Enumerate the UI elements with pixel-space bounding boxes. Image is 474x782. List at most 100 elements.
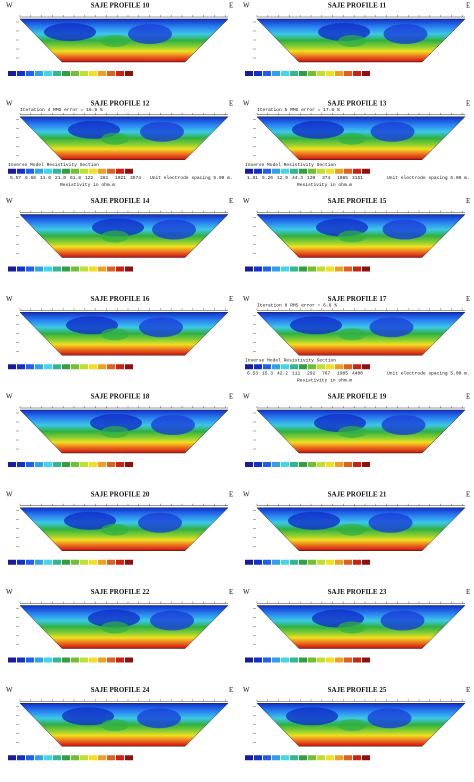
east-label: E [229, 588, 233, 596]
scale-swatch [98, 364, 106, 370]
section-outline [256, 703, 466, 747]
scale-swatch [35, 657, 43, 663]
scale-swatch [62, 266, 70, 272]
low-zone [368, 512, 413, 533]
scale-label: 292 [307, 370, 316, 376]
scale-swatch [317, 462, 325, 467]
section-outline [256, 312, 466, 356]
scale-swatch [308, 266, 316, 272]
scale-swatch [353, 657, 361, 663]
west-label: W [6, 99, 13, 107]
scale-swatch [272, 266, 280, 272]
scale-swatch [17, 266, 25, 272]
scale-swatch [8, 657, 16, 663]
west-label: W [6, 197, 13, 205]
scale-label: 120 [307, 175, 316, 181]
low-zone [367, 708, 412, 729]
scale-swatch [254, 657, 262, 663]
scale-swatch [53, 657, 61, 663]
units-label: Resistivity in ohm.m [297, 182, 352, 188]
scale-swatch [281, 266, 289, 272]
scale-swatch [8, 71, 16, 76]
scale-swatch [44, 364, 52, 370]
profile-panel: SAJE PROFILE 21 W E [243, 490, 470, 565]
scale-label: 1.81 [247, 175, 258, 181]
scale-swatch [107, 462, 115, 467]
panel-title: SAJE PROFILE 14 [91, 197, 150, 205]
low-zone [383, 24, 428, 44]
scale-swatch [326, 462, 334, 467]
scale-swatch [89, 168, 97, 174]
scale-swatch [290, 755, 298, 761]
scale-swatch [44, 559, 52, 565]
scale-swatch [17, 559, 25, 565]
scale-swatch [8, 462, 16, 467]
low-zone [128, 24, 172, 44]
scale-swatch [71, 755, 79, 761]
scale-swatch [107, 71, 115, 76]
east-label: E [466, 393, 470, 401]
scale-swatch [125, 657, 133, 663]
scale-swatch [8, 168, 16, 174]
scale-label: 4400 [352, 370, 363, 376]
low-zone [288, 511, 340, 530]
panel-title: SAJE PROFILE 19 [328, 393, 387, 401]
scale-swatch [44, 168, 52, 174]
scale-swatch [317, 266, 325, 272]
profile-panel: SAJE PROFILE 18 W E [6, 393, 233, 467]
scale-swatch [326, 657, 334, 663]
low-zone [370, 121, 415, 142]
scale-swatch [98, 462, 106, 467]
scale-swatch [254, 266, 262, 272]
scale-swatch [308, 71, 316, 76]
scale-swatch [362, 266, 370, 272]
low-zone [140, 121, 184, 142]
scale-swatch [353, 71, 361, 76]
low-zone [151, 415, 195, 435]
scale-swatch [98, 266, 106, 272]
scale-swatch [125, 71, 133, 76]
low-zone [66, 316, 118, 335]
scale-swatch [272, 364, 280, 370]
scale-swatch [263, 364, 271, 370]
scale-swatch [245, 657, 253, 663]
scale-swatch [272, 657, 280, 663]
scale-swatch [335, 364, 343, 370]
scale-swatch [80, 462, 88, 467]
scale-swatch [290, 266, 298, 272]
scale-swatch [290, 657, 298, 663]
profile-panel: SAJE PROFILE 13 W E Iteration 5 RMS error =… [243, 99, 470, 188]
profile-panel: SAJE PROFILE 17 W E Iteration 8 RMS error =… [243, 295, 470, 384]
resistivity-section [20, 703, 228, 747]
low-zone [64, 511, 116, 530]
scale-swatch [80, 559, 88, 565]
east-label: E [466, 588, 470, 596]
scale-swatch [62, 71, 70, 76]
scale-swatch [98, 71, 106, 76]
resistivity-section [257, 703, 465, 747]
scale-swatch [17, 364, 25, 370]
scale-swatch [44, 657, 52, 663]
scale-swatch [362, 657, 370, 663]
low-zone [139, 317, 183, 338]
panel-title: SAJE PROFILE 22 [91, 588, 150, 596]
mid-zone [101, 523, 129, 536]
section-outline [256, 409, 466, 454]
scale-swatch [89, 657, 97, 663]
scale-swatch [281, 559, 289, 565]
section-outline [19, 312, 229, 356]
scale-label: 44.3 [292, 175, 303, 181]
west-label: W [243, 99, 250, 107]
scale-swatch [35, 755, 43, 761]
scale-swatch [245, 266, 253, 272]
scale-swatch [116, 462, 124, 467]
mid-zone [338, 132, 366, 145]
scale-swatch [299, 168, 307, 174]
scale-swatch [272, 755, 280, 761]
east-label: E [466, 490, 470, 498]
scale-swatch [71, 168, 79, 174]
spacing-label: Unit electrode spacing 5.00 m. [150, 175, 233, 181]
scale-swatch [281, 755, 289, 761]
scale-swatch [125, 755, 133, 761]
scale-swatch [308, 462, 316, 467]
